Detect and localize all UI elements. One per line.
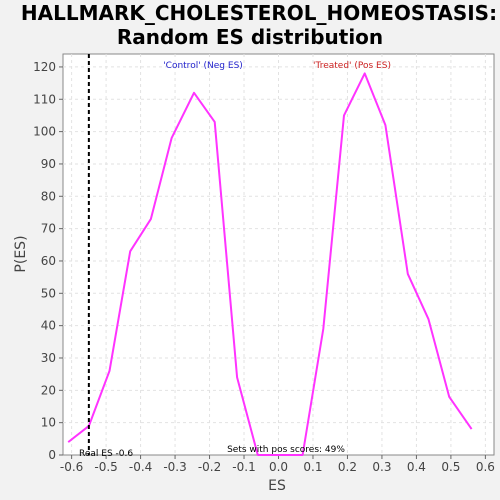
x-tick-label: -0.2 <box>198 460 221 474</box>
y-tick-label: 110 <box>33 92 56 106</box>
x-tick-label: -0.1 <box>232 460 255 474</box>
y-tick-label: 120 <box>33 60 56 74</box>
x-tick-label: 0.4 <box>407 460 426 474</box>
y-axis-label: P(ES) <box>13 235 29 272</box>
x-axis-label: ES <box>268 478 286 494</box>
chart-title-line2: Random ES distribution <box>117 25 383 49</box>
x-tick-label: -0.3 <box>163 460 186 474</box>
y-tick-label: 30 <box>41 351 56 365</box>
y-tick-label: 60 <box>41 254 56 268</box>
y-tick-label: 0 <box>48 448 56 462</box>
pos-scores-annotation: Sets with pos scores: 49% <box>227 445 345 455</box>
x-tick-label: -0.6 <box>60 460 83 474</box>
x-tick-label: 0.1 <box>303 460 322 474</box>
y-tick-label: 10 <box>41 416 56 430</box>
series-line <box>67 72 473 456</box>
series-group <box>67 54 473 456</box>
y-tick-label: 100 <box>33 125 56 139</box>
real-es-annotation: Real ES -0.6 <box>79 449 133 459</box>
x-tick-label: 0.0 <box>269 460 288 474</box>
x-tick-label: -0.4 <box>129 460 152 474</box>
x-tick-label: 0.6 <box>476 460 495 474</box>
x-tick-label: -0.5 <box>94 460 117 474</box>
y-tick-label: 90 <box>41 157 56 171</box>
treated-annotation: 'Treated' (Pos ES) <box>313 61 391 71</box>
y-tick-label: 50 <box>41 286 56 300</box>
chart-title-line1: HALLMARK_CHOLESTEROL_HOMEOSTASIS: <box>21 1 497 25</box>
x-tick-label: 0.5 <box>441 460 460 474</box>
y-tick-label: 20 <box>41 383 56 397</box>
grid <box>63 54 494 455</box>
y-tick-label: 80 <box>41 189 56 203</box>
y-ticks: 0 10 20 30 40 50 60 70 80 90 100 110 120 <box>33 60 63 462</box>
x-tick-label: 0.2 <box>338 460 357 474</box>
x-ticks: -0.6 -0.5 -0.4 -0.3 -0.2 -0.1 0.0 0.1 0.2 0.3 0.4 0… <box>60 455 495 474</box>
x-tick-label: 0.3 <box>372 460 391 474</box>
y-tick-label: 40 <box>41 319 56 333</box>
y-tick-label: 70 <box>41 222 56 236</box>
control-annotation: 'Control' (Neg ES) <box>163 61 243 71</box>
